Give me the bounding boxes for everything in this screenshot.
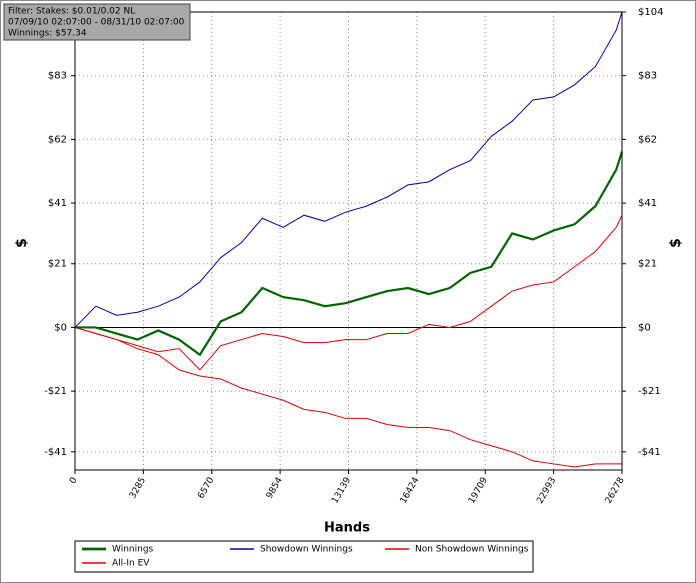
y-tick-label: -$21 — [44, 386, 67, 397]
legend-label: Showdown Winnings — [260, 545, 353, 555]
y2-tick-label: $41 — [638, 198, 657, 209]
y2-tick-label: -$21 — [638, 386, 661, 397]
y-axis-label: $ — [14, 238, 30, 248]
legend-label: Non Showdown Winnings — [415, 545, 529, 555]
y-tick-label: $21 — [48, 259, 67, 270]
filter-text: Winnings: $57.34 — [8, 29, 87, 39]
x-tick-label: 0 — [68, 476, 80, 486]
y2-tick-label: -$41 — [638, 447, 661, 458]
legend-label: Winnings — [112, 545, 154, 555]
series-line — [75, 151, 624, 357]
filter-box — [3, 3, 191, 41]
series-line — [74, 11, 623, 328]
legend-label: All-In EV — [112, 559, 150, 569]
y-tick-label: $62 — [48, 134, 67, 145]
filter-text: 07/09/10 02:07:00 - 08/31/10 02:07:00 — [8, 18, 185, 28]
y2-tick-label: $83 — [638, 71, 657, 82]
y-tick-label: $0 — [54, 322, 67, 333]
y2-tick-label: $0 — [638, 322, 651, 333]
y2-tick-label: $21 — [638, 259, 657, 270]
series-line — [74, 215, 623, 371]
y2-tick-label: $62 — [638, 134, 657, 145]
y2-tick-label: $104 — [638, 7, 663, 18]
legend — [74, 540, 534, 573]
y-tick-label: $83 — [48, 71, 67, 82]
y-tick-label: $41 — [48, 198, 67, 209]
x-axis-label: Hands — [324, 521, 370, 536]
y2-axis-label: $ — [668, 238, 684, 248]
filter-text: Filter: Stakes: $0.01/0.02 NL — [8, 7, 135, 17]
series-line — [74, 326, 622, 468]
y-tick-label: -$41 — [44, 447, 67, 458]
